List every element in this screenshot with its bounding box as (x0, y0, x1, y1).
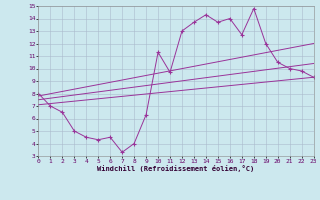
X-axis label: Windchill (Refroidissement éolien,°C): Windchill (Refroidissement éolien,°C) (97, 165, 255, 172)
